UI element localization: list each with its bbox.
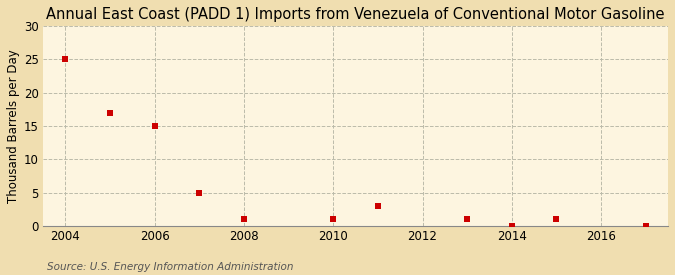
Point	[373, 204, 383, 208]
Point	[194, 191, 205, 195]
Point	[462, 217, 472, 222]
Point	[551, 217, 562, 222]
Point	[105, 111, 115, 115]
Point	[641, 224, 651, 228]
Text: Source: U.S. Energy Information Administration: Source: U.S. Energy Information Administ…	[47, 262, 294, 272]
Title: Annual East Coast (PADD 1) Imports from Venezuela of Conventional Motor Gasoline: Annual East Coast (PADD 1) Imports from …	[47, 7, 665, 22]
Y-axis label: Thousand Barrels per Day: Thousand Barrels per Day	[7, 49, 20, 203]
Point	[239, 217, 250, 222]
Point	[149, 124, 160, 128]
Point	[60, 57, 71, 62]
Point	[506, 224, 517, 228]
Point	[328, 217, 339, 222]
